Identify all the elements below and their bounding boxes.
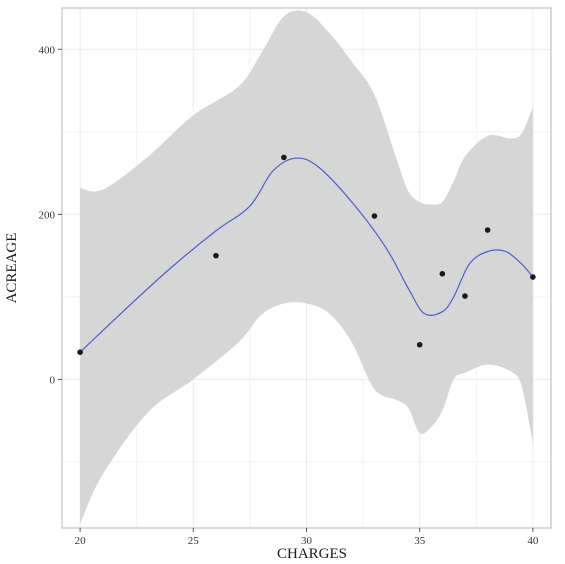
smooth-line — [79, 157, 534, 353]
x-tick-label: 25 — [188, 535, 200, 547]
y-axis-title: ACREAGE — [4, 233, 20, 304]
x-tick-label: 35 — [414, 535, 426, 547]
data-point — [439, 270, 446, 277]
confidence-band — [80, 10, 533, 524]
data-point — [77, 349, 83, 355]
data-point — [462, 293, 468, 299]
data-point — [530, 274, 536, 280]
x-tick-label: 20 — [75, 535, 87, 547]
data-point — [371, 213, 378, 219]
data-point — [416, 341, 423, 348]
data-point — [213, 252, 219, 259]
x-tick-label: 40 — [527, 535, 539, 547]
x-axis-title: CHARGES — [277, 546, 347, 562]
data-points — [77, 154, 536, 355]
x-tick-label: 30 — [301, 535, 313, 547]
data-point — [281, 154, 287, 161]
y-tick-label: 400 — [39, 44, 56, 56]
y-tick-label: 0 — [50, 374, 56, 386]
y-tick-label: 200 — [39, 209, 56, 221]
data-point — [484, 227, 491, 233]
